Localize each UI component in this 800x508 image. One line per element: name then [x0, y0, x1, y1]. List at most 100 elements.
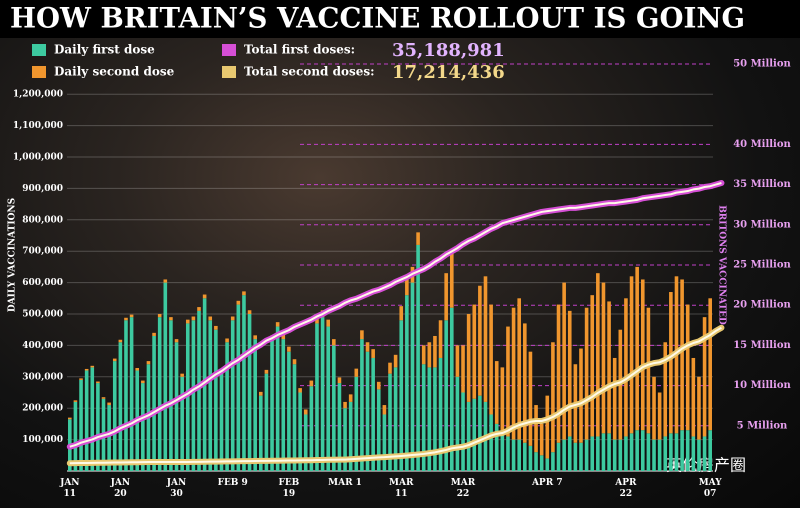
x-tick-label: MAR 11: [389, 478, 414, 499]
bar: [376, 381, 381, 390]
bar: [129, 314, 134, 318]
y2-tick-label: 20 Million: [733, 300, 791, 311]
bar: [618, 439, 623, 471]
bar: [275, 326, 280, 471]
bar: [685, 304, 690, 431]
bar: [590, 436, 595, 471]
bar: [275, 322, 280, 327]
bar: [236, 304, 241, 471]
legend-swatch: [222, 44, 236, 56]
bar: [90, 365, 95, 368]
bar: [545, 395, 550, 459]
line: [69, 326, 722, 465]
bar: [348, 394, 353, 402]
bar: [663, 342, 668, 437]
bar: [517, 298, 521, 440]
bar: [112, 358, 117, 362]
y-tick-label: 700,000: [22, 247, 63, 257]
bar: [500, 430, 505, 471]
x-tick-label: APR 7: [531, 478, 563, 488]
bar: [180, 376, 184, 471]
bar: [635, 266, 639, 431]
bar: [388, 362, 392, 374]
bar: [287, 351, 291, 471]
bar: [343, 408, 347, 471]
bar: [489, 304, 493, 415]
legend-label: Daily second dose: [54, 65, 175, 79]
bar: [472, 398, 477, 471]
bar: [433, 367, 437, 471]
bar: [657, 439, 662, 471]
bar: [79, 379, 83, 471]
bar: [259, 395, 263, 471]
bar: [191, 320, 196, 471]
bar: [197, 307, 201, 311]
bar: [230, 320, 235, 471]
bar: [303, 414, 308, 471]
bar: [405, 295, 409, 471]
x-tick-label: FEB 19: [278, 478, 300, 499]
bar: [169, 320, 173, 471]
bar: [393, 367, 398, 471]
bar: [354, 376, 359, 471]
bar: [562, 439, 566, 471]
bar: [287, 346, 291, 352]
y2-tick-label: 5 Million: [737, 420, 788, 431]
bar: [640, 279, 645, 431]
bar: [326, 319, 331, 327]
bar: [382, 414, 387, 471]
bar: [652, 376, 656, 440]
bar: [79, 378, 83, 380]
bar: [444, 320, 448, 471]
bar: [124, 317, 128, 321]
x-tick-label: MAY 07: [698, 478, 722, 499]
bar: [315, 317, 319, 324]
bar: [674, 433, 679, 471]
bar: [629, 276, 634, 434]
bar: [365, 351, 370, 471]
bar: [219, 373, 224, 471]
bar: [455, 345, 460, 377]
bar: [174, 342, 179, 471]
bar: [489, 414, 493, 471]
bar: [191, 316, 196, 321]
bar: [528, 445, 533, 471]
bar: [292, 359, 297, 365]
legend-label: Daily first dose: [54, 43, 155, 57]
bar: [416, 232, 420, 245]
bar: [185, 323, 190, 471]
bar: [449, 307, 454, 471]
bar: [567, 310, 572, 437]
y2-tick-label: 50 Million: [733, 59, 791, 70]
y-tick-label: 1,200,000: [13, 90, 63, 100]
bar: [629, 433, 634, 471]
bar: [596, 273, 600, 437]
bar: [556, 442, 561, 471]
y-tick-label: 900,000: [22, 184, 63, 194]
bar: [298, 388, 302, 393]
x-tick-label: MAR 1: [328, 478, 362, 488]
bar: [697, 376, 701, 440]
bar: [107, 405, 111, 471]
bar: [433, 335, 437, 368]
bar: [214, 325, 218, 330]
bar: [354, 368, 359, 377]
x-tick-label: JAN 20: [110, 478, 131, 499]
bar: [208, 316, 213, 321]
bar: [376, 389, 381, 471]
bar: [309, 386, 314, 471]
x-tick-label: APR 22: [615, 478, 637, 499]
bar: [371, 349, 375, 358]
bar: [607, 433, 611, 471]
bar: [573, 442, 578, 471]
bar: [202, 294, 207, 299]
bar: [478, 395, 482, 471]
bar: [584, 307, 589, 440]
y-tick-label: 600,000: [22, 278, 63, 288]
bar: [601, 433, 606, 471]
bar: [388, 373, 392, 471]
bar: [534, 405, 538, 453]
bar: [281, 339, 286, 471]
